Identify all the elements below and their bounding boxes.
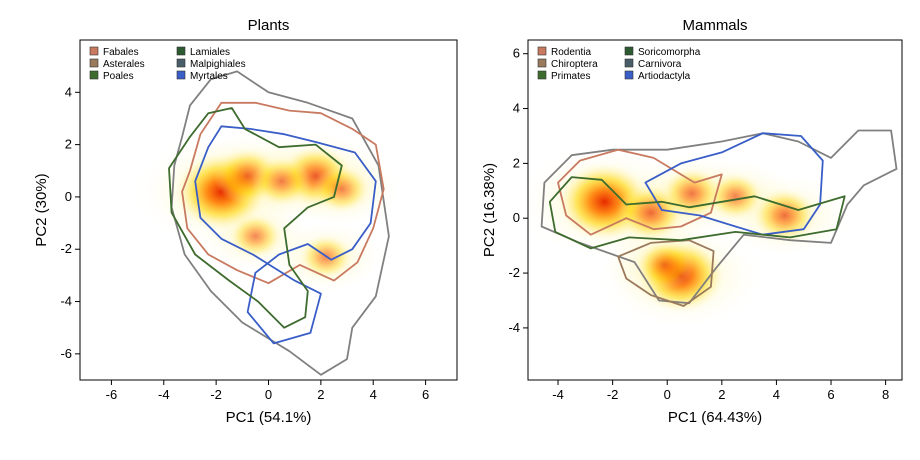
x-tick-label: 6: [422, 387, 429, 402]
x-tick-label: 4: [773, 387, 780, 402]
x-tick-label: 2: [718, 387, 725, 402]
y-tick-label: 4: [65, 84, 72, 99]
legend-swatch: [89, 70, 99, 80]
x-axis-label: PC1 (64.43%): [668, 409, 762, 426]
y-tick-label: -2: [508, 265, 520, 280]
legend-swatch: [624, 70, 634, 80]
plot-area: [528, 129, 898, 328]
legend-label: Lamiales: [190, 47, 230, 58]
y-axis-label: PC2 (30%): [33, 173, 50, 246]
density-hotspot-3: [661, 167, 723, 220]
y-tick-label: -4: [508, 320, 520, 335]
density-hotspot-6: [635, 240, 694, 290]
contour-poales: [168, 107, 343, 329]
mammals-panel: Mammals -4 -2 0 2 4 6 8 -4 -2 0 2 4 6 PC1 (64.43%) PC2 …: [481, 17, 903, 426]
contour-fabales: [181, 101, 385, 285]
legend-swatch: [176, 58, 186, 68]
legend-label: Poales: [103, 71, 134, 82]
legend-label: Myrtales: [190, 71, 228, 82]
legend-label: Malpighiales: [190, 59, 246, 70]
x-tick-label: 0: [664, 387, 671, 402]
x-tick-label: 4: [370, 387, 377, 402]
y-tick-label: 2: [65, 137, 72, 152]
y-tick-label: -2: [60, 241, 72, 256]
x-tick-label: -6: [106, 387, 118, 402]
legend-label: Rodentia: [551, 47, 591, 58]
density-hotspot-4: [707, 172, 764, 220]
legend-swatch: [176, 46, 186, 56]
plants-panel: Plants -6 -4 -2 0 2 4 6 -6 -4 -2 0 2 4 PC1 (54.1%) PC2 …: [33, 17, 458, 426]
legend-label: Artiodactyla: [638, 71, 691, 82]
y-tick-label: 6: [513, 46, 520, 61]
y-tick-label: 0: [513, 210, 520, 225]
legend-label: Primates: [551, 71, 590, 82]
x-tick-label: 0: [265, 387, 272, 402]
contour-outer-hull: [170, 70, 390, 376]
legend-swatch: [624, 46, 634, 56]
legend-swatch: [89, 58, 99, 68]
legend-swatch: [176, 70, 186, 80]
legend-label: Asterales: [103, 59, 145, 70]
y-tick-label: 4: [513, 101, 520, 116]
legend-swatch: [537, 58, 547, 68]
density-hotspot-5: [229, 213, 282, 259]
x-tick-label: -4: [552, 387, 564, 402]
density-hotspot-4: [314, 165, 370, 213]
y-tick-label: -4: [60, 294, 72, 309]
x-tick-label: -2: [210, 387, 222, 402]
x-tick-label: -4: [158, 387, 170, 402]
x-tick-label: 8: [882, 387, 889, 402]
legend-label: Chiroptera: [551, 59, 598, 70]
chart-title: Plants: [248, 17, 290, 34]
x-tick-label: 6: [827, 387, 834, 402]
contour-outer-hull: [540, 129, 898, 305]
contour-primates: [548, 176, 846, 250]
y-axis-label: PC2 (16.38%): [481, 163, 498, 257]
contour-rodentia: [557, 148, 723, 236]
contour-myrtales: [194, 125, 377, 345]
legend-label: Fabales: [103, 47, 139, 58]
plot-area: [137, 70, 399, 376]
legend-swatch: [89, 46, 99, 56]
x-axis-label: PC1 (54.1%): [226, 409, 312, 426]
plot-frame: [527, 39, 903, 381]
chart-title: Mammals: [682, 17, 747, 34]
x-tick-label: -2: [607, 387, 619, 402]
density-hotspot-3: [252, 156, 311, 207]
x-tick-label: 2: [317, 387, 324, 402]
y-tick-label: 2: [513, 155, 520, 170]
legend-swatch: [537, 70, 547, 80]
y-tick-label: 0: [65, 189, 72, 204]
legend-swatch: [624, 58, 634, 68]
legend-label: Soricomorpha: [638, 47, 701, 58]
legend-swatch: [537, 46, 547, 56]
y-tick-label: -6: [60, 346, 72, 361]
legend-label: Carnivora: [638, 59, 682, 70]
contour-chiroptera: [617, 239, 715, 307]
